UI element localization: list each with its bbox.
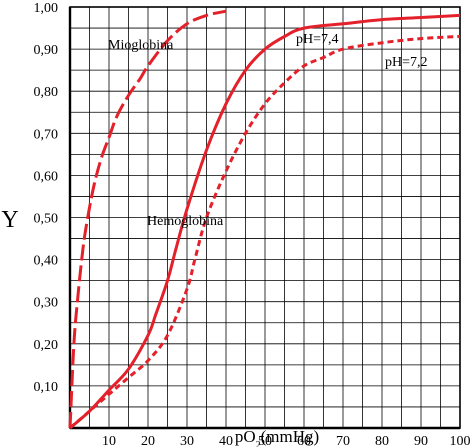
- x-tick-label: 60: [297, 434, 311, 447]
- x-tick-label: 50: [258, 434, 272, 447]
- x-tick-label: 10: [102, 434, 116, 447]
- x-tick-label: 70: [336, 434, 350, 447]
- x-tick-label: 90: [414, 434, 428, 447]
- annotation-mioglobina: Mioglobina: [108, 38, 174, 53]
- y-tick-label: 0,30: [34, 296, 59, 311]
- curve-mioglobina: [68, 9, 227, 429]
- y-axis-title: Y: [1, 207, 18, 233]
- x-tick-label: 80: [375, 434, 389, 447]
- x-tick-label: 100: [450, 434, 471, 447]
- x-tick-label: 40: [219, 434, 233, 447]
- y-tick-labels: 0,10 0,20 0,30 0,40 0,50 0,60 0,70 0,80 0,90 1,00: [34, 1, 59, 395]
- curves: [68, 9, 461, 430]
- y-tick-label: 0,50: [34, 212, 59, 227]
- axes: [68, 6, 461, 430]
- annotation-ph74: pH=7,4: [296, 32, 339, 47]
- curve-ph-7-4: [69, 13, 461, 430]
- annotation-hemoglobina: Hemoglobina: [147, 214, 224, 229]
- y-tick-label: 0,80: [34, 85, 59, 100]
- curve-ph-7-2: [69, 35, 461, 430]
- x-tick-labels: 10 20 30 40 50 60 70 80 90 100: [102, 434, 471, 447]
- annotation-ph72: pH=7,2: [385, 55, 428, 70]
- y-tick-label: 0,40: [34, 254, 59, 269]
- grid: [70, 7, 460, 428]
- y-tick-label: 0,20: [34, 338, 59, 353]
- y-tick-label: 0,70: [34, 127, 59, 142]
- x-axis-title: pO2(mmHg): [235, 427, 319, 447]
- x-tick-label: 20: [141, 434, 155, 447]
- y-tick-label: 0,10: [34, 380, 59, 395]
- x-tick-label: 30: [180, 434, 194, 447]
- y-tick-label: 1,00: [34, 1, 59, 16]
- y-tick-label: 0,90: [34, 43, 59, 58]
- y-tick-label: 0,60: [34, 169, 59, 184]
